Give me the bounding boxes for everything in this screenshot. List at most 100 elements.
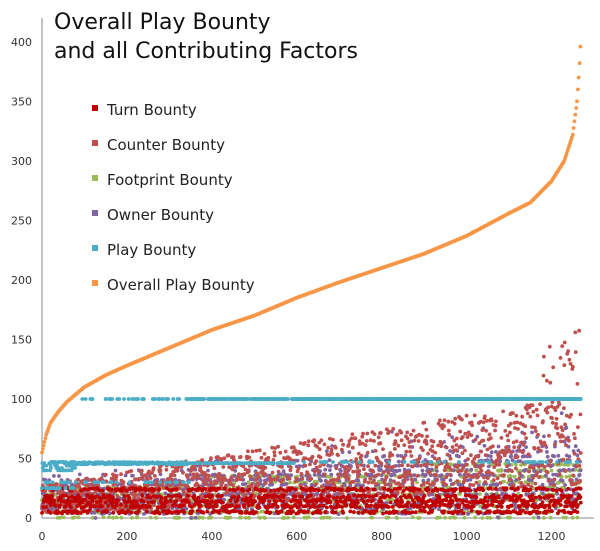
point-counter-bounty	[347, 466, 352, 471]
point-counter-bounty	[468, 482, 473, 487]
point-turn-bounty	[444, 498, 449, 503]
point-turn-bounty	[53, 503, 58, 508]
point-counter-bounty	[432, 482, 436, 486]
point-counter-bounty	[536, 432, 540, 437]
point-counter-bounty	[430, 444, 435, 449]
point-counter-bounty	[254, 448, 259, 453]
point-counter-bounty	[104, 479, 109, 484]
point-owner-bounty	[491, 482, 496, 487]
point-owner-bounty	[563, 483, 567, 487]
point-counter-bounty	[524, 436, 528, 440]
point-owner-bounty	[336, 512, 341, 516]
point-counter-bounty	[575, 382, 580, 386]
point-counter-bounty	[514, 439, 519, 444]
point-turn-bounty	[448, 494, 452, 499]
point-counter-bounty	[288, 468, 293, 473]
point-turn-bounty	[288, 488, 292, 493]
point-turn-bounty	[290, 486, 295, 491]
point-turn-bounty	[545, 487, 550, 492]
point-turn-bounty	[547, 505, 552, 510]
point-turn-bounty	[75, 510, 80, 515]
point-counter-bounty	[152, 503, 157, 508]
point-owner-bounty	[92, 510, 97, 515]
point-turn-bounty	[339, 487, 344, 492]
point-counter-bounty	[578, 412, 583, 417]
point-counter-bounty	[480, 463, 485, 468]
point-turn-bounty	[83, 498, 88, 502]
point-turn-bounty	[281, 488, 286, 492]
point-counter-bounty	[402, 443, 407, 447]
point-counter-bounty	[347, 439, 352, 443]
point-turn-bounty	[50, 494, 55, 499]
point-counter-bounty	[491, 478, 496, 483]
point-counter-bounty	[266, 455, 271, 460]
point-owner-bounty	[356, 478, 361, 483]
point-turn-bounty	[220, 493, 224, 498]
point-counter-bounty	[536, 465, 541, 469]
point-turn-bounty	[559, 503, 563, 507]
point-owner-bounty	[570, 468, 575, 472]
point-turn-bounty	[109, 487, 114, 492]
y-tick-label: 400	[11, 36, 32, 49]
point-turn-bounty	[88, 505, 93, 510]
point-turn-bounty	[333, 486, 337, 491]
point-owner-bounty	[370, 449, 375, 454]
point-counter-bounty	[119, 472, 123, 477]
point-owner-bounty	[394, 469, 399, 474]
point-counter-bounty	[341, 442, 345, 447]
point-counter-bounty	[263, 465, 268, 470]
point-counter-bounty	[508, 430, 512, 435]
point-counter-bounty	[246, 449, 250, 454]
point-counter-bounty	[243, 493, 248, 497]
point-counter-bounty	[563, 469, 568, 473]
point-counter-bounty	[539, 441, 544, 446]
point-owner-bounty	[399, 454, 404, 458]
point-owner-bounty	[439, 473, 444, 477]
point-counter-bounty	[158, 468, 163, 473]
y-tick-label: 100	[11, 393, 32, 406]
point-counter-bounty	[487, 470, 491, 475]
point-turn-bounty	[262, 498, 267, 503]
point-turn-bounty	[525, 499, 530, 504]
y-tick-label: 50	[18, 452, 32, 465]
point-turn-bounty	[190, 509, 195, 513]
point-counter-bounty	[400, 463, 404, 468]
point-counter-bounty	[185, 475, 190, 479]
point-turn-bounty	[464, 499, 469, 504]
point-counter-bounty	[198, 466, 203, 470]
point-owner-bounty	[460, 445, 465, 449]
point-turn-bounty	[208, 502, 213, 507]
point-turn-bounty	[77, 502, 82, 507]
point-counter-bounty	[465, 435, 470, 439]
point-turn-bounty	[236, 494, 241, 499]
point-turn-bounty	[140, 493, 145, 498]
point-turn-bounty	[401, 488, 406, 493]
point-counter-bounty	[143, 473, 148, 478]
point-counter-bounty	[543, 443, 548, 447]
point-counter-bounty	[375, 457, 380, 462]
point-turn-bounty	[131, 486, 135, 491]
point-counter-bounty	[331, 437, 335, 442]
point-owner-bounty	[312, 472, 317, 477]
point-counter-bounty	[407, 445, 412, 449]
point-counter-bounty	[366, 480, 371, 485]
point-counter-bounty	[121, 480, 126, 484]
point-owner-bounty	[468, 477, 473, 482]
point-footprint-bounty	[130, 516, 134, 520]
y-tick-label: 250	[11, 214, 32, 227]
point-turn-bounty	[222, 486, 227, 491]
point-counter-bounty	[488, 436, 493, 440]
point-counter-bounty	[391, 427, 396, 431]
point-owner-bounty	[279, 472, 283, 477]
point-turn-bounty	[192, 494, 197, 498]
point-turn-bounty	[493, 495, 498, 500]
point-counter-bounty	[252, 493, 257, 498]
point-counter-bounty	[559, 439, 563, 444]
point-counter-bounty	[576, 457, 581, 461]
point-turn-bounty	[434, 503, 438, 508]
point-turn-bounty	[302, 509, 307, 514]
point-counter-bounty	[424, 442, 429, 446]
point-counter-bounty	[548, 380, 553, 385]
point-turn-bounty	[413, 510, 418, 515]
point-counter-bounty	[361, 431, 365, 436]
